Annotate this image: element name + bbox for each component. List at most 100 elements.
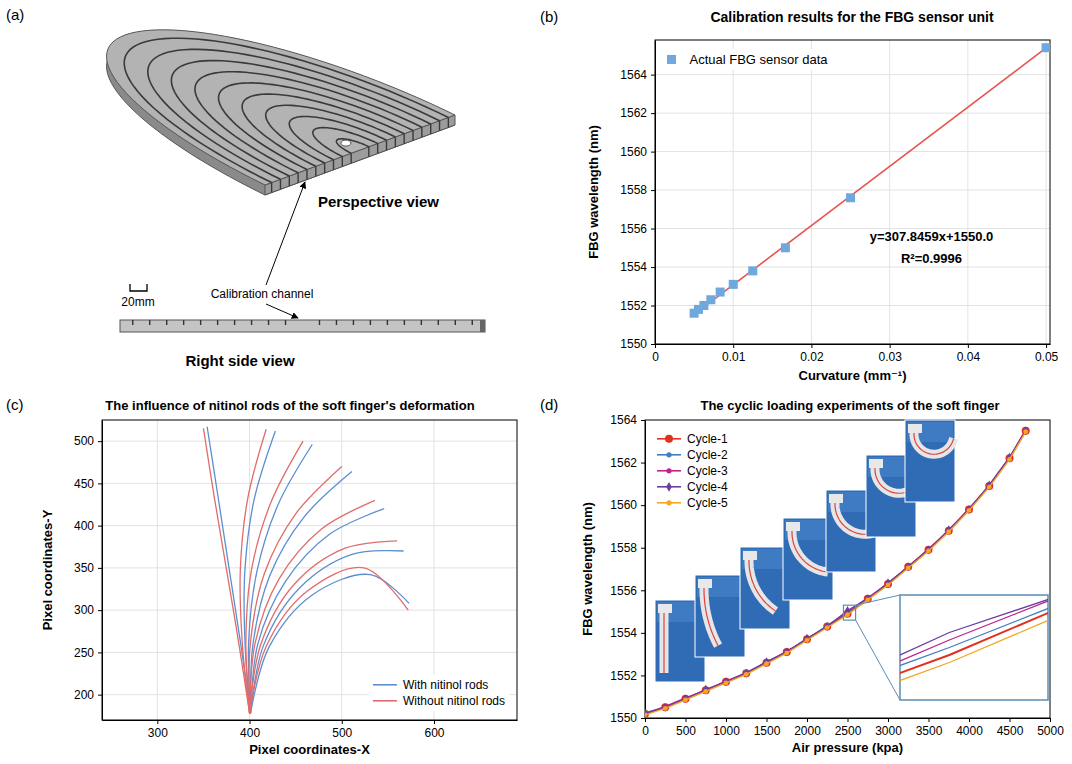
cycle-point [886, 583, 891, 588]
tick: 1564 [610, 413, 645, 427]
x-axis: 0500100015002000250030003500400045005000 [642, 718, 1064, 738]
zoom-box [843, 605, 855, 620]
cycle-point [1023, 429, 1028, 434]
channel-notch [271, 183, 272, 193]
tick-mark [641, 675, 645, 676]
tick-mark [641, 463, 645, 464]
tick-label: 1564 [610, 413, 637, 427]
channel-notch [324, 163, 325, 173]
tick-mark [1046, 344, 1047, 348]
tick-mark [726, 718, 727, 722]
tick-mark [969, 718, 970, 722]
y-axis-line [645, 421, 646, 719]
plot-frame [655, 40, 1050, 344]
cycle-point [804, 634, 809, 643]
grid-line [889, 40, 890, 344]
side-view-notch [370, 320, 371, 325]
calibration-channel [289, 116, 386, 159]
tick: 2500 [835, 718, 862, 738]
zoom-connector [856, 620, 900, 700]
finger-mount [869, 459, 883, 468]
cycle-point [845, 612, 850, 617]
tick-label: 300 [74, 603, 94, 617]
legend-line [373, 700, 397, 702]
side-view-notch [336, 320, 337, 325]
tick-label: 400 [74, 519, 94, 533]
cycle-line [900, 595, 1048, 700]
grid-line [102, 652, 517, 653]
tick: 1560 [610, 498, 645, 512]
tick-label: 1560 [620, 145, 647, 159]
tick-mark [157, 720, 158, 724]
plot-area [203, 427, 409, 713]
tick-label: 1500 [754, 724, 781, 738]
tick-label: 1562 [620, 106, 647, 120]
channel-notch [395, 137, 396, 147]
tick: 0.02 [800, 344, 824, 364]
finger-photo [695, 575, 745, 657]
finger-fbg [914, 433, 954, 454]
side-view-notch [132, 320, 133, 325]
tick-label: 1554 [620, 260, 647, 274]
cycle-point [805, 638, 810, 643]
channel-notch [412, 130, 413, 140]
y-axis-line [655, 41, 656, 345]
x-axis-title: Curvature (mm⁻¹) [799, 368, 907, 383]
zoom-inset [900, 595, 1048, 700]
arrow [266, 304, 298, 318]
zoom-connector [856, 595, 900, 605]
arrow [266, 182, 305, 285]
grid-line [102, 525, 517, 526]
finger-mount [786, 522, 800, 531]
legend-marker [665, 435, 673, 443]
channel-notch [333, 160, 334, 170]
tick: 1552 [610, 669, 645, 683]
cycle-point [724, 680, 729, 685]
grid-line [655, 151, 1050, 152]
tick: 400 [74, 519, 102, 533]
data-point [706, 295, 715, 304]
channel-notch [386, 140, 387, 150]
tick: 1550 [620, 337, 655, 351]
panel-d: (d)The cyclic loading experiments of the… [0, 0, 1072, 764]
finger-fbg [663, 613, 664, 673]
x-axis-line [656, 344, 1051, 345]
tick-mark [811, 344, 812, 348]
tick-label: 4000 [956, 724, 983, 738]
cycle-point [723, 677, 728, 686]
tick-mark [641, 548, 645, 549]
tick: 500 [332, 720, 352, 740]
side-view-bar [120, 320, 485, 332]
cycle-point [683, 698, 688, 703]
panel-a: (a)Perspective viewCalibration channel20… [6, 6, 485, 369]
cycle-point [764, 657, 769, 666]
tick-mark [98, 695, 102, 696]
tick-label: 1550 [620, 337, 647, 351]
channel-notch [306, 170, 307, 180]
tick-label: 5000 [1037, 724, 1064, 738]
y-axis: 15501552155415561558156015621564 [610, 413, 645, 725]
tick-mark [890, 344, 891, 348]
tick-label: 1550 [610, 711, 637, 725]
cycle-point [825, 625, 830, 630]
hole [341, 140, 351, 146]
legend-label: Without nitinol rods [403, 694, 505, 708]
tick-mark [655, 344, 656, 348]
cycle-point [703, 689, 708, 694]
scale-bar-label: 20mm [121, 295, 154, 309]
data-point [846, 193, 855, 202]
tick-mark [888, 718, 889, 722]
tick: 250 [74, 646, 102, 660]
grid-line [655, 267, 1050, 268]
x-axis-line [103, 720, 518, 721]
grid-line [102, 441, 517, 442]
tick-label: 0 [652, 350, 659, 364]
tick-label: 200 [74, 688, 94, 702]
tick-mark [641, 505, 645, 506]
channel-notch [315, 166, 316, 176]
tick-mark [98, 526, 102, 527]
cycle-point [683, 694, 688, 703]
cycle-point [967, 508, 972, 513]
grid-line [655, 74, 1050, 75]
grid-line [157, 420, 158, 720]
